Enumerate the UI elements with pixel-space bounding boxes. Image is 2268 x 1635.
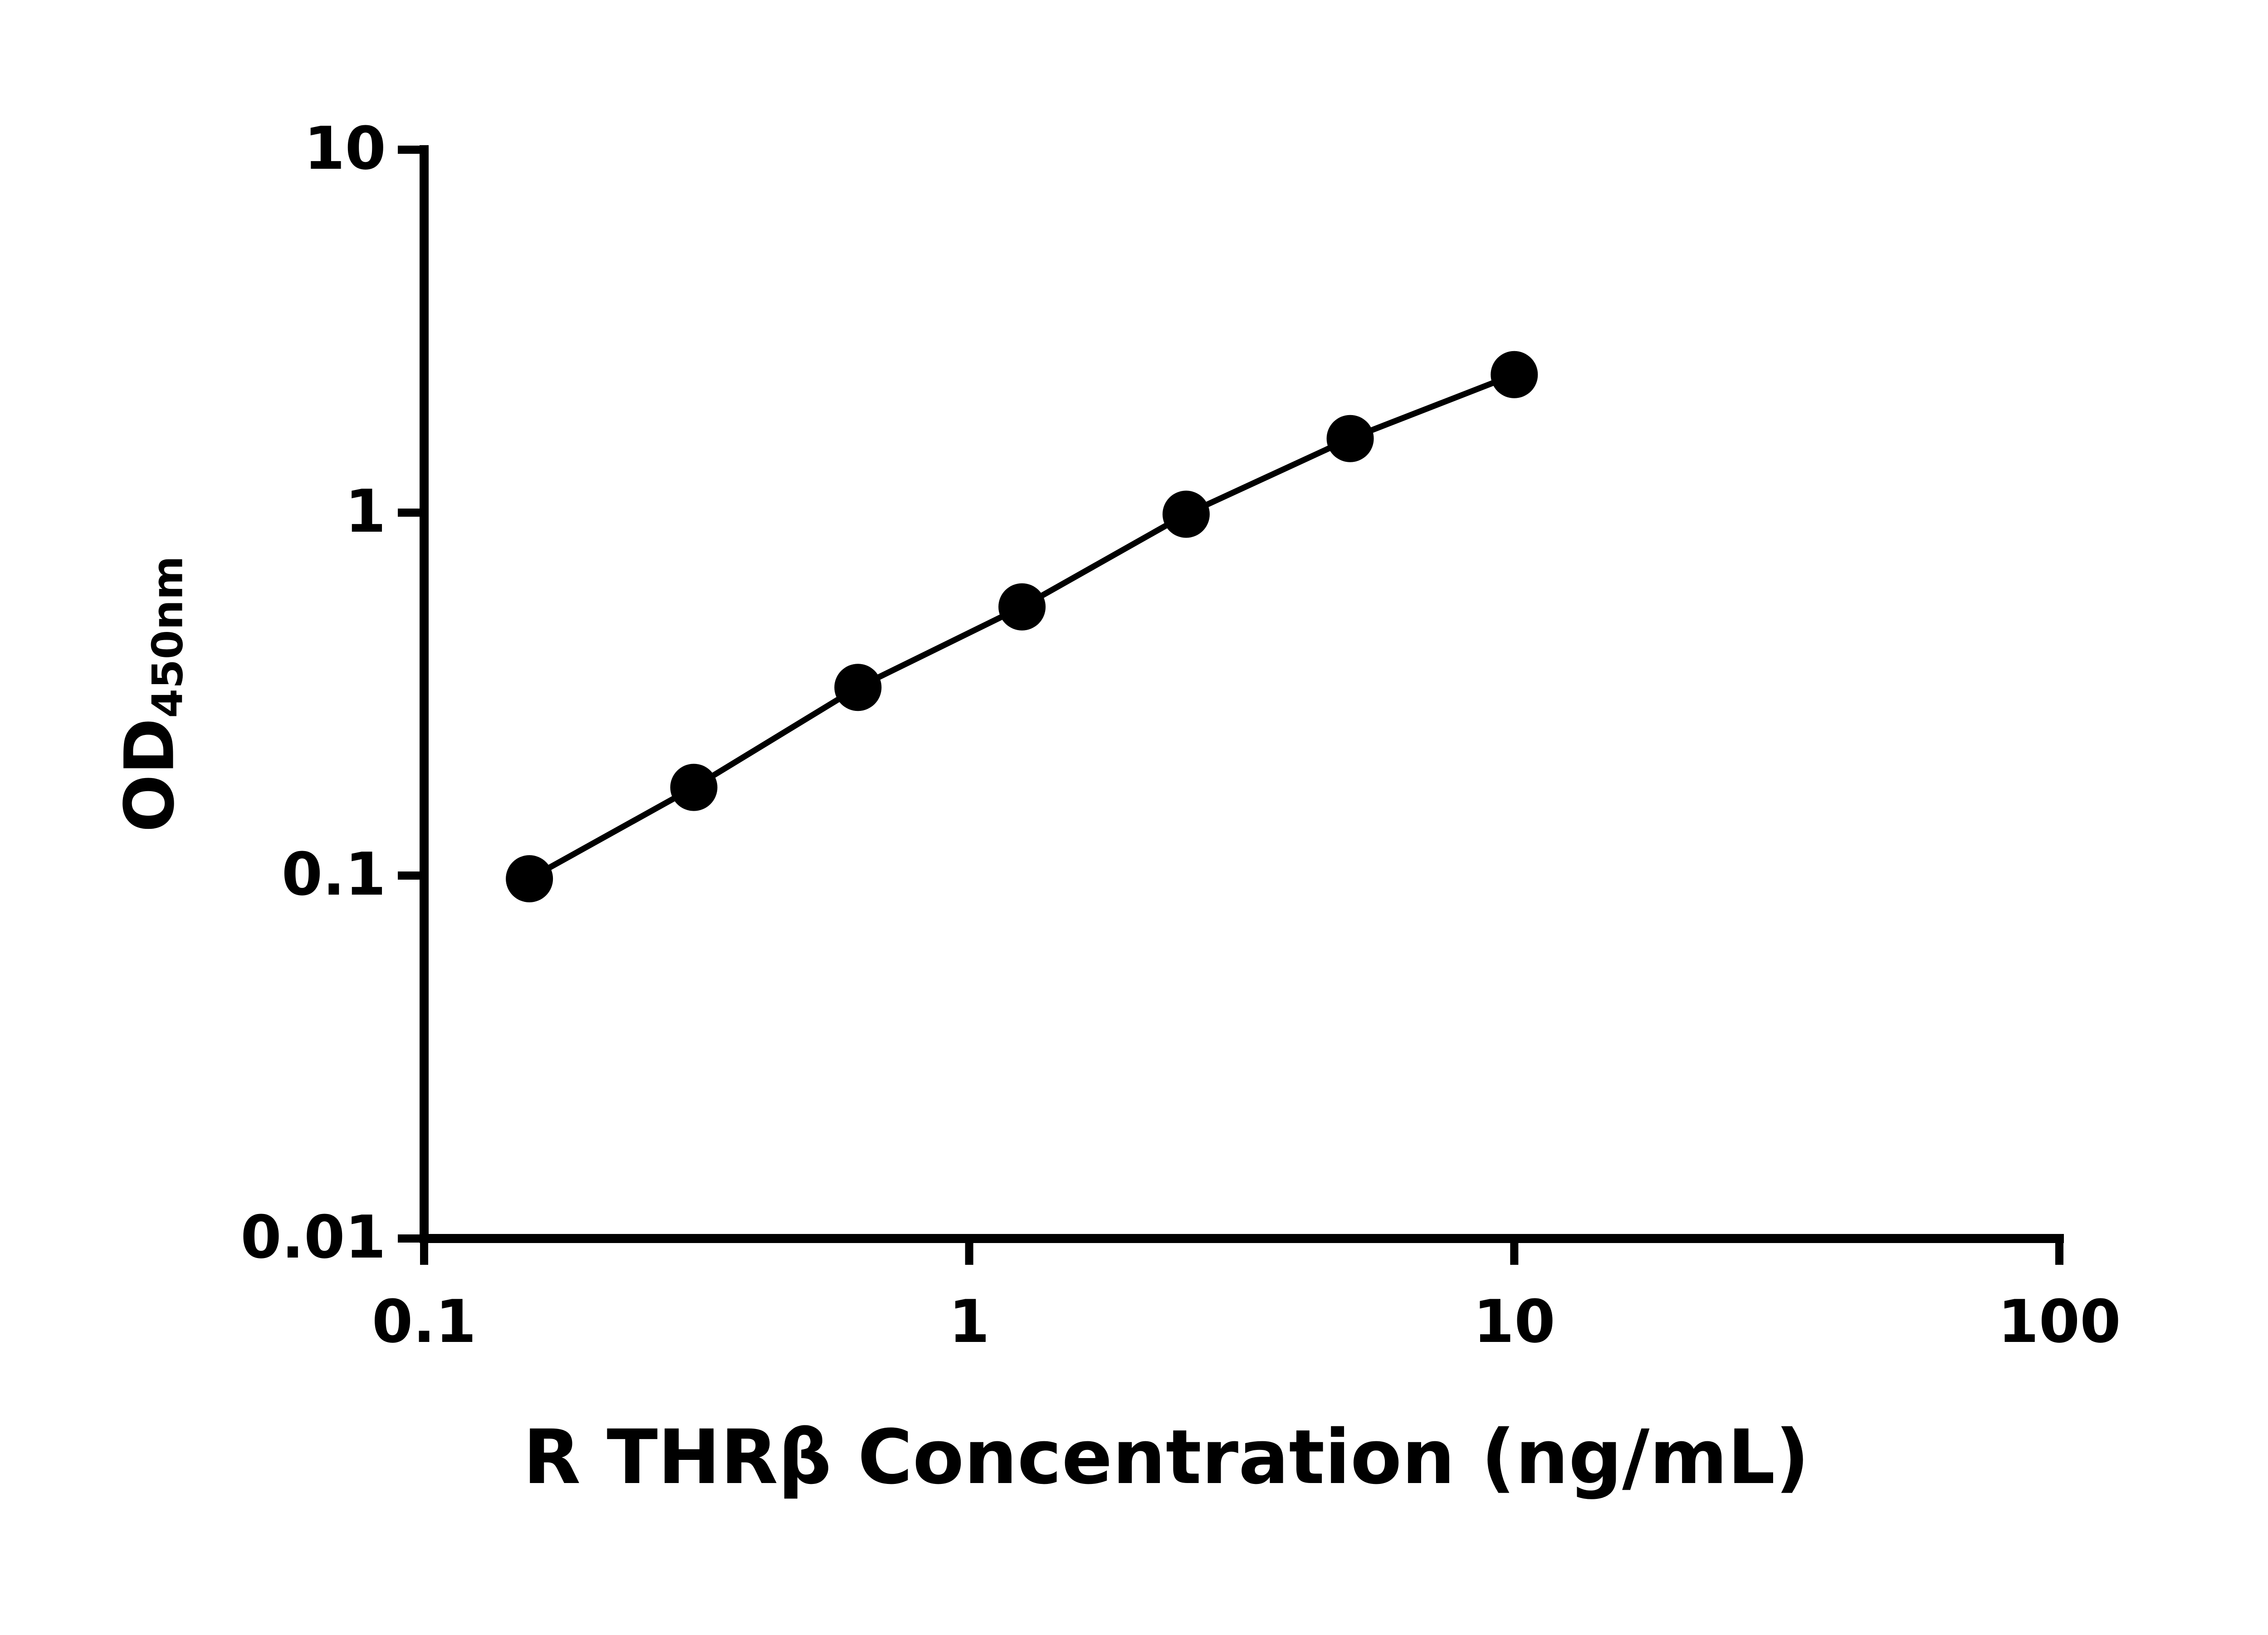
axes — [420, 145, 2064, 1243]
y-tick-label-0.1: 0.1 — [281, 840, 386, 909]
x-tick-label-0.1: 0.1 — [371, 1287, 477, 1356]
x-tick-label-100: 100 — [1998, 1287, 2121, 1356]
data-point-0 — [506, 855, 553, 902]
data-point-4 — [1162, 490, 1210, 538]
x-tick-label-1: 1 — [948, 1287, 990, 1356]
x-tick-label-10: 10 — [1473, 1287, 1555, 1356]
y-tick-label-10: 10 — [304, 114, 386, 183]
data-point-2 — [834, 664, 882, 711]
data-point-3 — [998, 583, 1046, 631]
y-axis-title: OD450nm — [111, 556, 193, 832]
y-axis-title-main: OD — [110, 718, 190, 832]
data-markers — [506, 351, 1538, 902]
x-axis-title: R THRβ Concentration (ng/mL) — [523, 1414, 1809, 1501]
tick-marks — [398, 146, 2063, 1265]
data-point-5 — [1326, 415, 1374, 462]
data-point-1 — [670, 764, 718, 811]
data-point-6 — [1491, 351, 1538, 398]
y-tick-label-1: 1 — [345, 477, 386, 546]
y-axis-title-subscript: 450nm — [143, 556, 192, 718]
y-tick-label-0.01: 0.01 — [240, 1203, 386, 1272]
